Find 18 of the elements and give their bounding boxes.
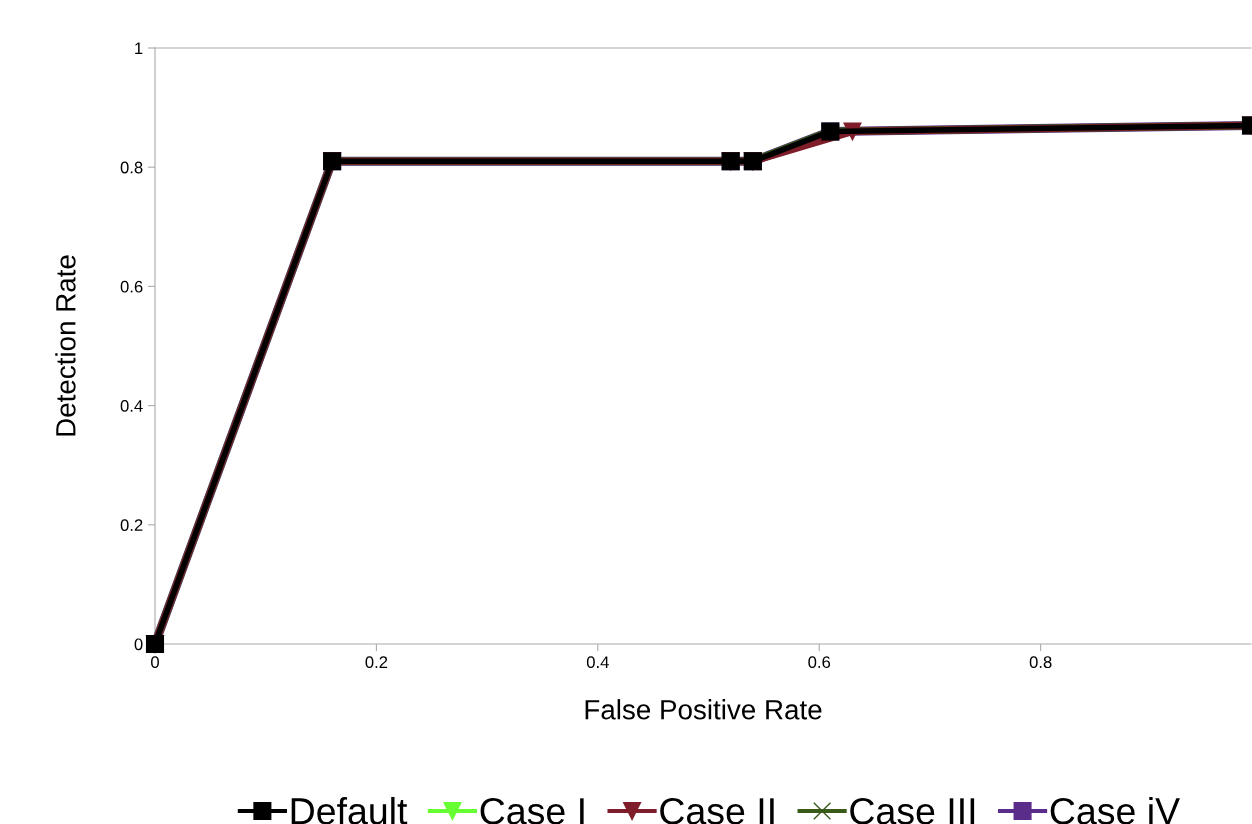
y-tick-label: 0.4	[120, 400, 143, 412]
y-tick-label: 0.6	[120, 280, 143, 293]
x-tick-label: 0.8	[1029, 656, 1052, 669]
legend-label: Case II	[660, 797, 774, 824]
y-tick-label: 0.8	[120, 161, 143, 174]
y-tick-label: 0	[134, 638, 143, 651]
legend-label: Case III	[850, 797, 975, 824]
y-axis-title: Detection Rate	[55, 255, 76, 436]
x-tick-label: 0.4	[586, 656, 609, 669]
y-tick-label: 0.2	[120, 519, 143, 531]
x-tick-label: 0.6	[808, 656, 831, 669]
legend-label: Default	[291, 796, 408, 824]
x-tick-label: 0.2	[365, 656, 388, 669]
y-tick-label: 1	[135, 42, 143, 55]
legend-label: Case I	[480, 797, 584, 824]
legend-label: Case iV	[1050, 796, 1180, 824]
x-tick-label: 0	[151, 656, 159, 669]
x-axis-title: False Positive Rate	[585, 699, 822, 720]
